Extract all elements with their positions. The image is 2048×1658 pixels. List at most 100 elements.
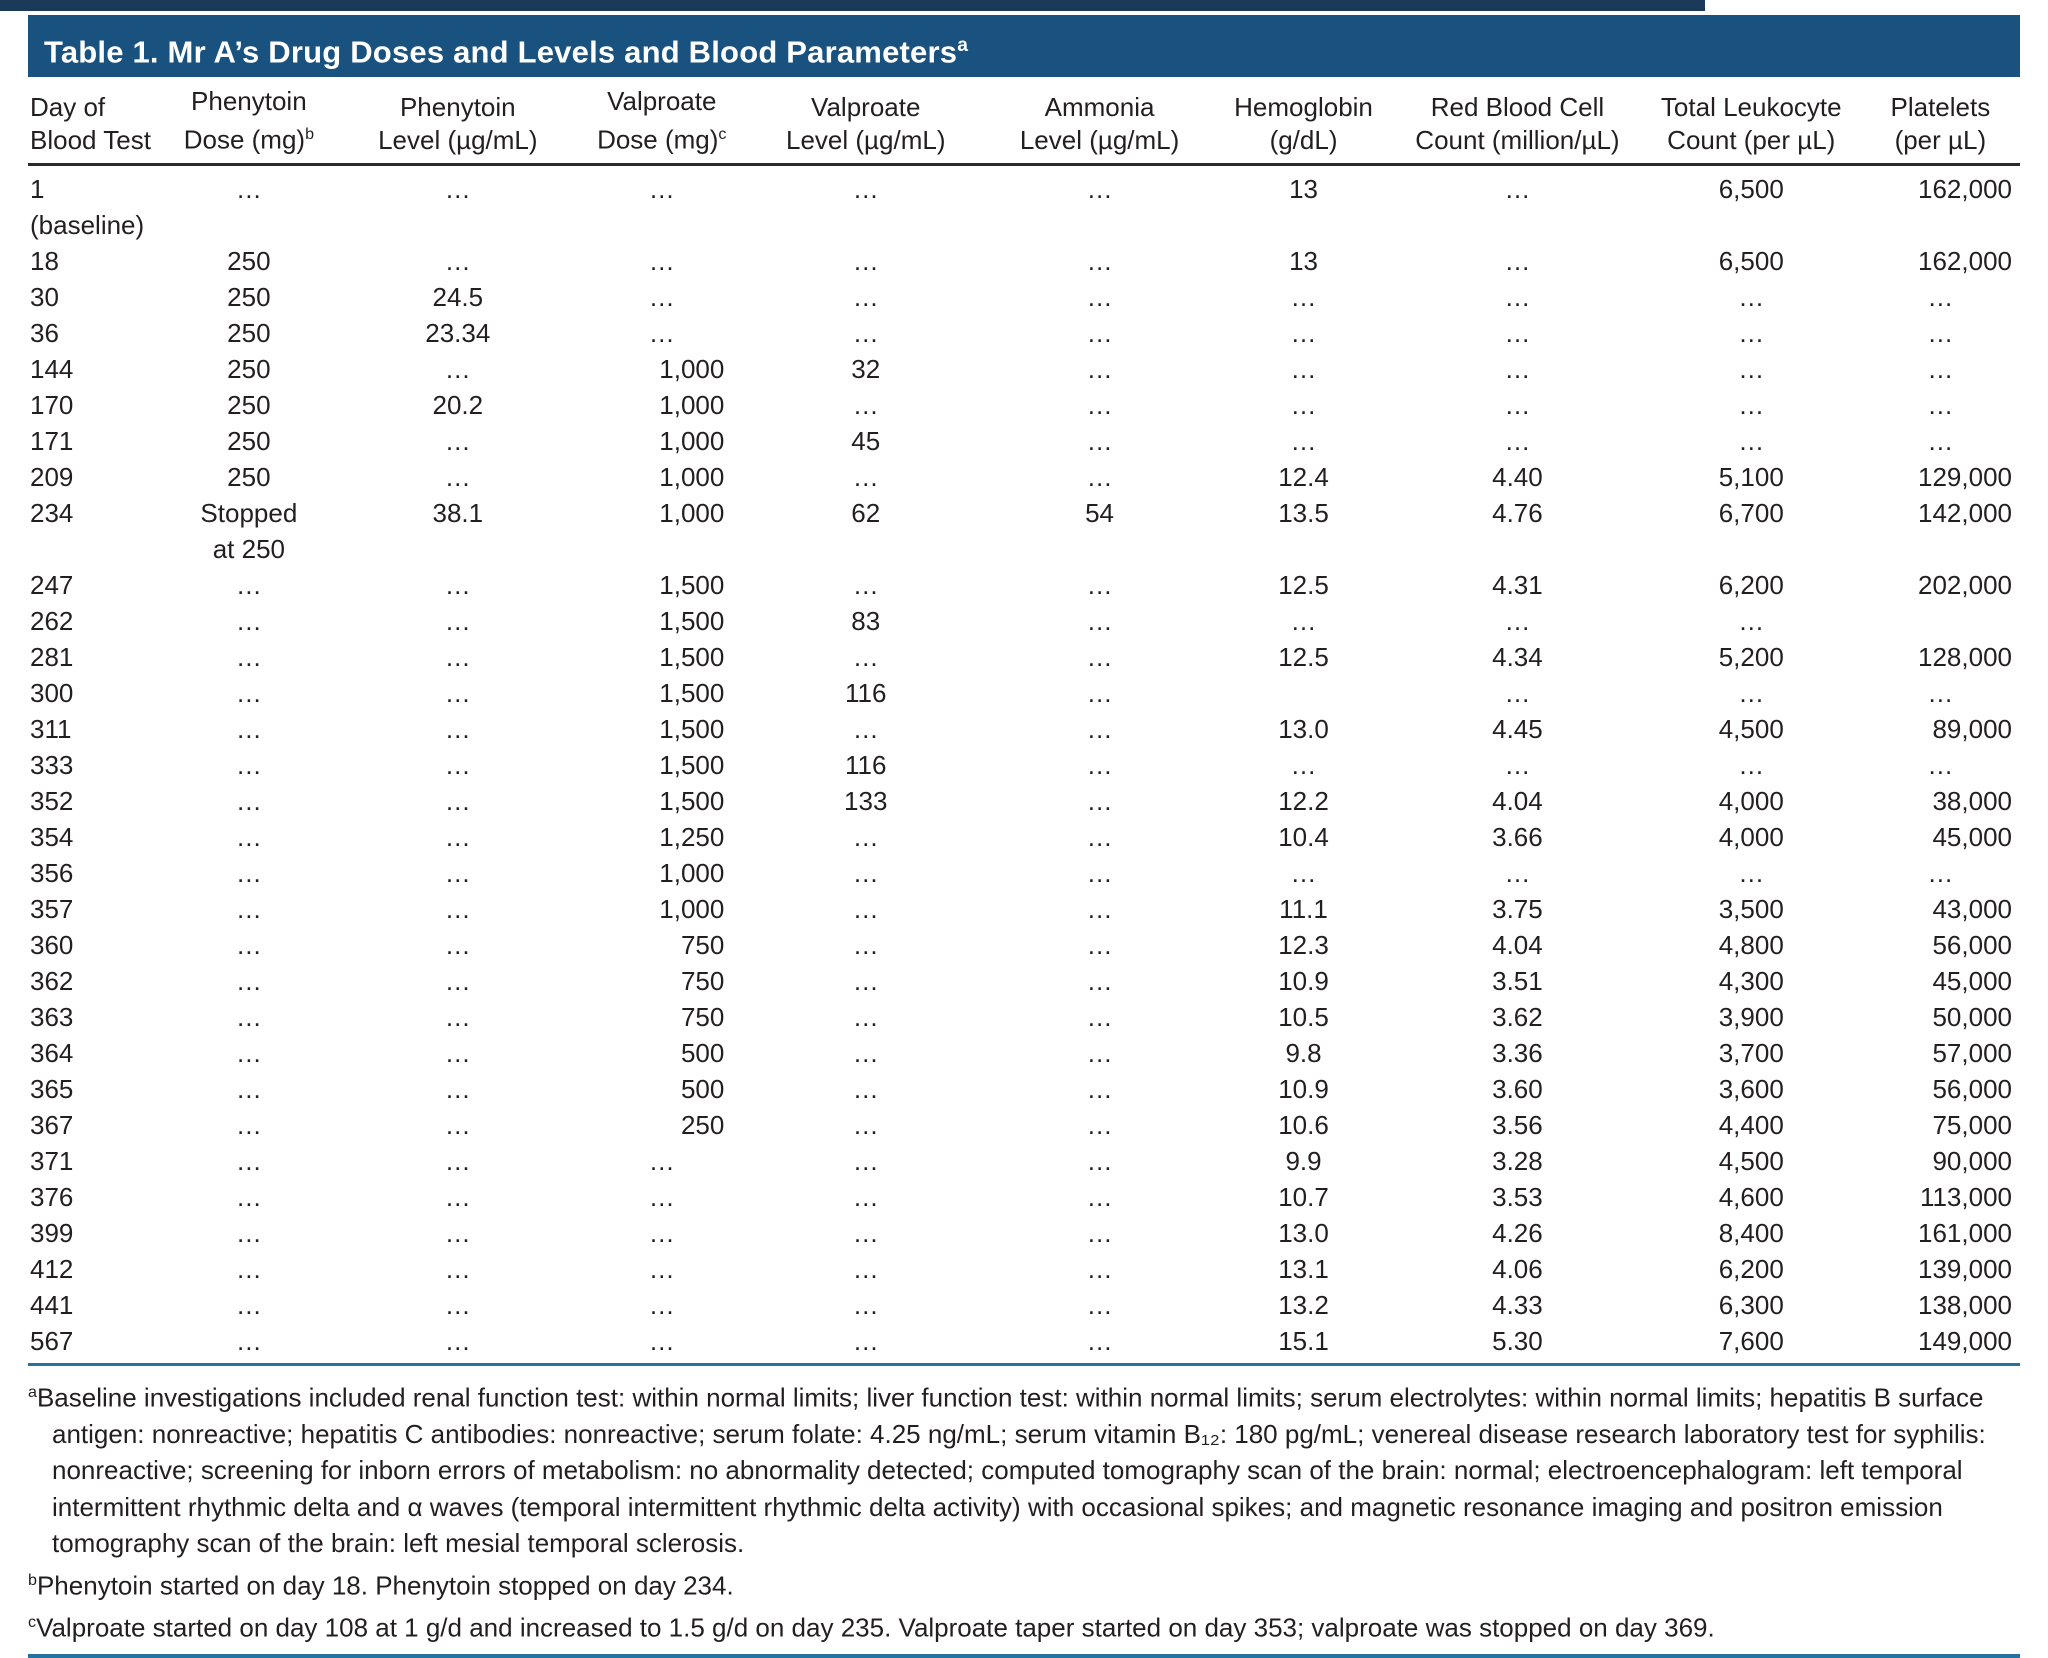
cell: … — [1927, 857, 1954, 888]
cell: … — [444, 641, 471, 672]
bottom-rule — [28, 1654, 2020, 1658]
cell: … — [1927, 425, 1954, 456]
column-header: Total Leukocyte Count (per µL) — [1641, 85, 1861, 166]
cell: 250 — [227, 389, 271, 420]
cell: … — [648, 1217, 675, 1248]
table-title-footnote-marker: a — [957, 35, 969, 56]
cell: 139,000 — [1918, 1253, 2012, 1284]
cell: … — [444, 965, 471, 996]
cell: 500 — [680, 1037, 725, 1068]
cell: … — [235, 1253, 262, 1284]
table-row: 170 250 20.2 1,000……………… — [28, 387, 2020, 423]
column-header: Ammonia Level (µg/mL) — [985, 85, 1214, 166]
cell: … — [852, 1037, 879, 1068]
table-row: 18 250 … … … … 13 … 6,500 162,000 — [28, 243, 2020, 279]
table-row: 311 … … 1,500 … … 13.0 4.45 4,500 89,000 — [28, 711, 2020, 747]
cell: 250 — [227, 461, 271, 492]
cell: … — [1738, 281, 1765, 312]
cell: … — [648, 245, 675, 276]
cell: 250 — [227, 317, 271, 348]
column-header: Phenytoin Dose (mg)b — [159, 85, 339, 166]
cell: 247 — [30, 569, 74, 600]
cell: 75,000 — [1932, 1109, 2012, 1140]
cell: … — [235, 857, 262, 888]
cell: … — [444, 245, 471, 276]
cell: 113,000 — [1919, 1181, 2012, 1212]
cell: … — [1086, 1001, 1113, 1032]
table-row: 376 … … … … … 10.7 3.53 4,600 113,000 — [28, 1179, 2020, 1215]
footnote: bPhenytoin started on day 18. Phenytoin … — [28, 1562, 2020, 1604]
table-row: 367 … … 250 … … 10.6 3.56 4,400 75,000 — [28, 1107, 2020, 1143]
cell: … — [1086, 389, 1113, 420]
cell: 363 — [30, 1001, 74, 1032]
cell: 43,000 — [1932, 893, 2012, 924]
cell: … — [235, 605, 262, 636]
cell: … — [1086, 317, 1113, 348]
table-row: 354 … … 1,250 … … 10.4 3.66 4,000 45,000 — [28, 819, 2020, 855]
cell: … — [444, 1181, 471, 1212]
cell: … — [852, 821, 879, 852]
cell: … — [444, 173, 471, 204]
cell: … — [648, 1289, 675, 1320]
data-table: Day of Blood Test Phenytoin Dose (mg)b Pheny… — [28, 85, 2020, 1359]
table-row: 333…… 1,500 116…………… — [28, 747, 2020, 783]
cell: 128,000 — [1918, 641, 2012, 672]
cell: 3,900 — [1718, 1001, 1784, 1032]
cell: … — [235, 893, 262, 924]
table-title-bar: Table 1. Mr A’s Drug Doses and Levels an… — [28, 15, 2020, 77]
table-row: 371 … … … … … 9.9 3.28 4,500 90,000 — [28, 1143, 2020, 1179]
cell: 162,000 — [1918, 245, 2012, 276]
cell: 1 (baseline) — [30, 173, 145, 240]
table-row: 360 … … 750 … … 12.3 4.04 4,800 56,000 — [28, 927, 2020, 963]
cell: 9.9 — [1285, 1145, 1322, 1176]
cell: … — [852, 245, 879, 276]
table-row: 364 … … 500 … … 9.8 3.36 3,700 57,000 — [28, 1035, 2020, 1071]
cell: 23.34 — [425, 317, 491, 348]
cell: … — [1086, 425, 1113, 456]
cell: … — [1086, 893, 1113, 924]
cell: … — [444, 461, 471, 492]
cell: 3.60 — [1492, 1073, 1543, 1104]
cell: 750 — [680, 1001, 725, 1032]
cell: 50,000 — [1932, 1001, 2012, 1032]
cell: … — [852, 389, 879, 420]
cell: … — [1290, 749, 1317, 780]
top-border-strip — [0, 0, 1705, 11]
table-row: 262…… 1,500 83………… — [28, 603, 2020, 639]
cell: 362 — [30, 965, 74, 996]
cell: 209 — [30, 461, 74, 492]
cell: … — [1927, 749, 1954, 780]
cell: 4.40 — [1492, 461, 1543, 492]
cell: 1,500 — [659, 569, 725, 600]
cell: 3.56 — [1492, 1109, 1543, 1140]
cell: 1,000 — [659, 425, 725, 456]
cell: … — [852, 893, 879, 924]
table-row: 247 … … 1,500 … … 12.5 4.31 6,200 202,000 — [28, 567, 2020, 603]
cell: 8,400 — [1718, 1217, 1784, 1248]
cell: 9.8 — [1285, 1037, 1322, 1068]
cell: 1,500 — [659, 605, 725, 636]
table-row: 209 250 … 1,000 … … 12.4 4.40 5,100 129,000 — [28, 459, 2020, 495]
cell: 1,000 — [659, 857, 725, 888]
cell: … — [1086, 641, 1113, 672]
cell: 138,000 — [1918, 1289, 2012, 1320]
cell: 281 — [30, 641, 74, 672]
cell: … — [444, 713, 471, 744]
cell: 89,000 — [1932, 713, 2012, 744]
cell: 365 — [30, 1073, 74, 1104]
cell: … — [1504, 749, 1531, 780]
cell: … — [1504, 317, 1531, 348]
cell: … — [235, 1217, 262, 1248]
cell: … — [1086, 749, 1113, 780]
cell: 4,800 — [1718, 929, 1784, 960]
cell: 171 — [30, 425, 74, 456]
cell: 4,500 — [1718, 713, 1784, 744]
cell: 3.62 — [1492, 1001, 1543, 1032]
cell: … — [1086, 929, 1113, 960]
cell: 38.1 — [432, 497, 484, 528]
cell: … — [1086, 1037, 1113, 1068]
cell: 234 — [30, 497, 74, 528]
cell: … — [852, 713, 879, 744]
cell: … — [444, 569, 471, 600]
footnote-text: Valproate started on day 108 at 1 g/d an… — [36, 1612, 1715, 1643]
